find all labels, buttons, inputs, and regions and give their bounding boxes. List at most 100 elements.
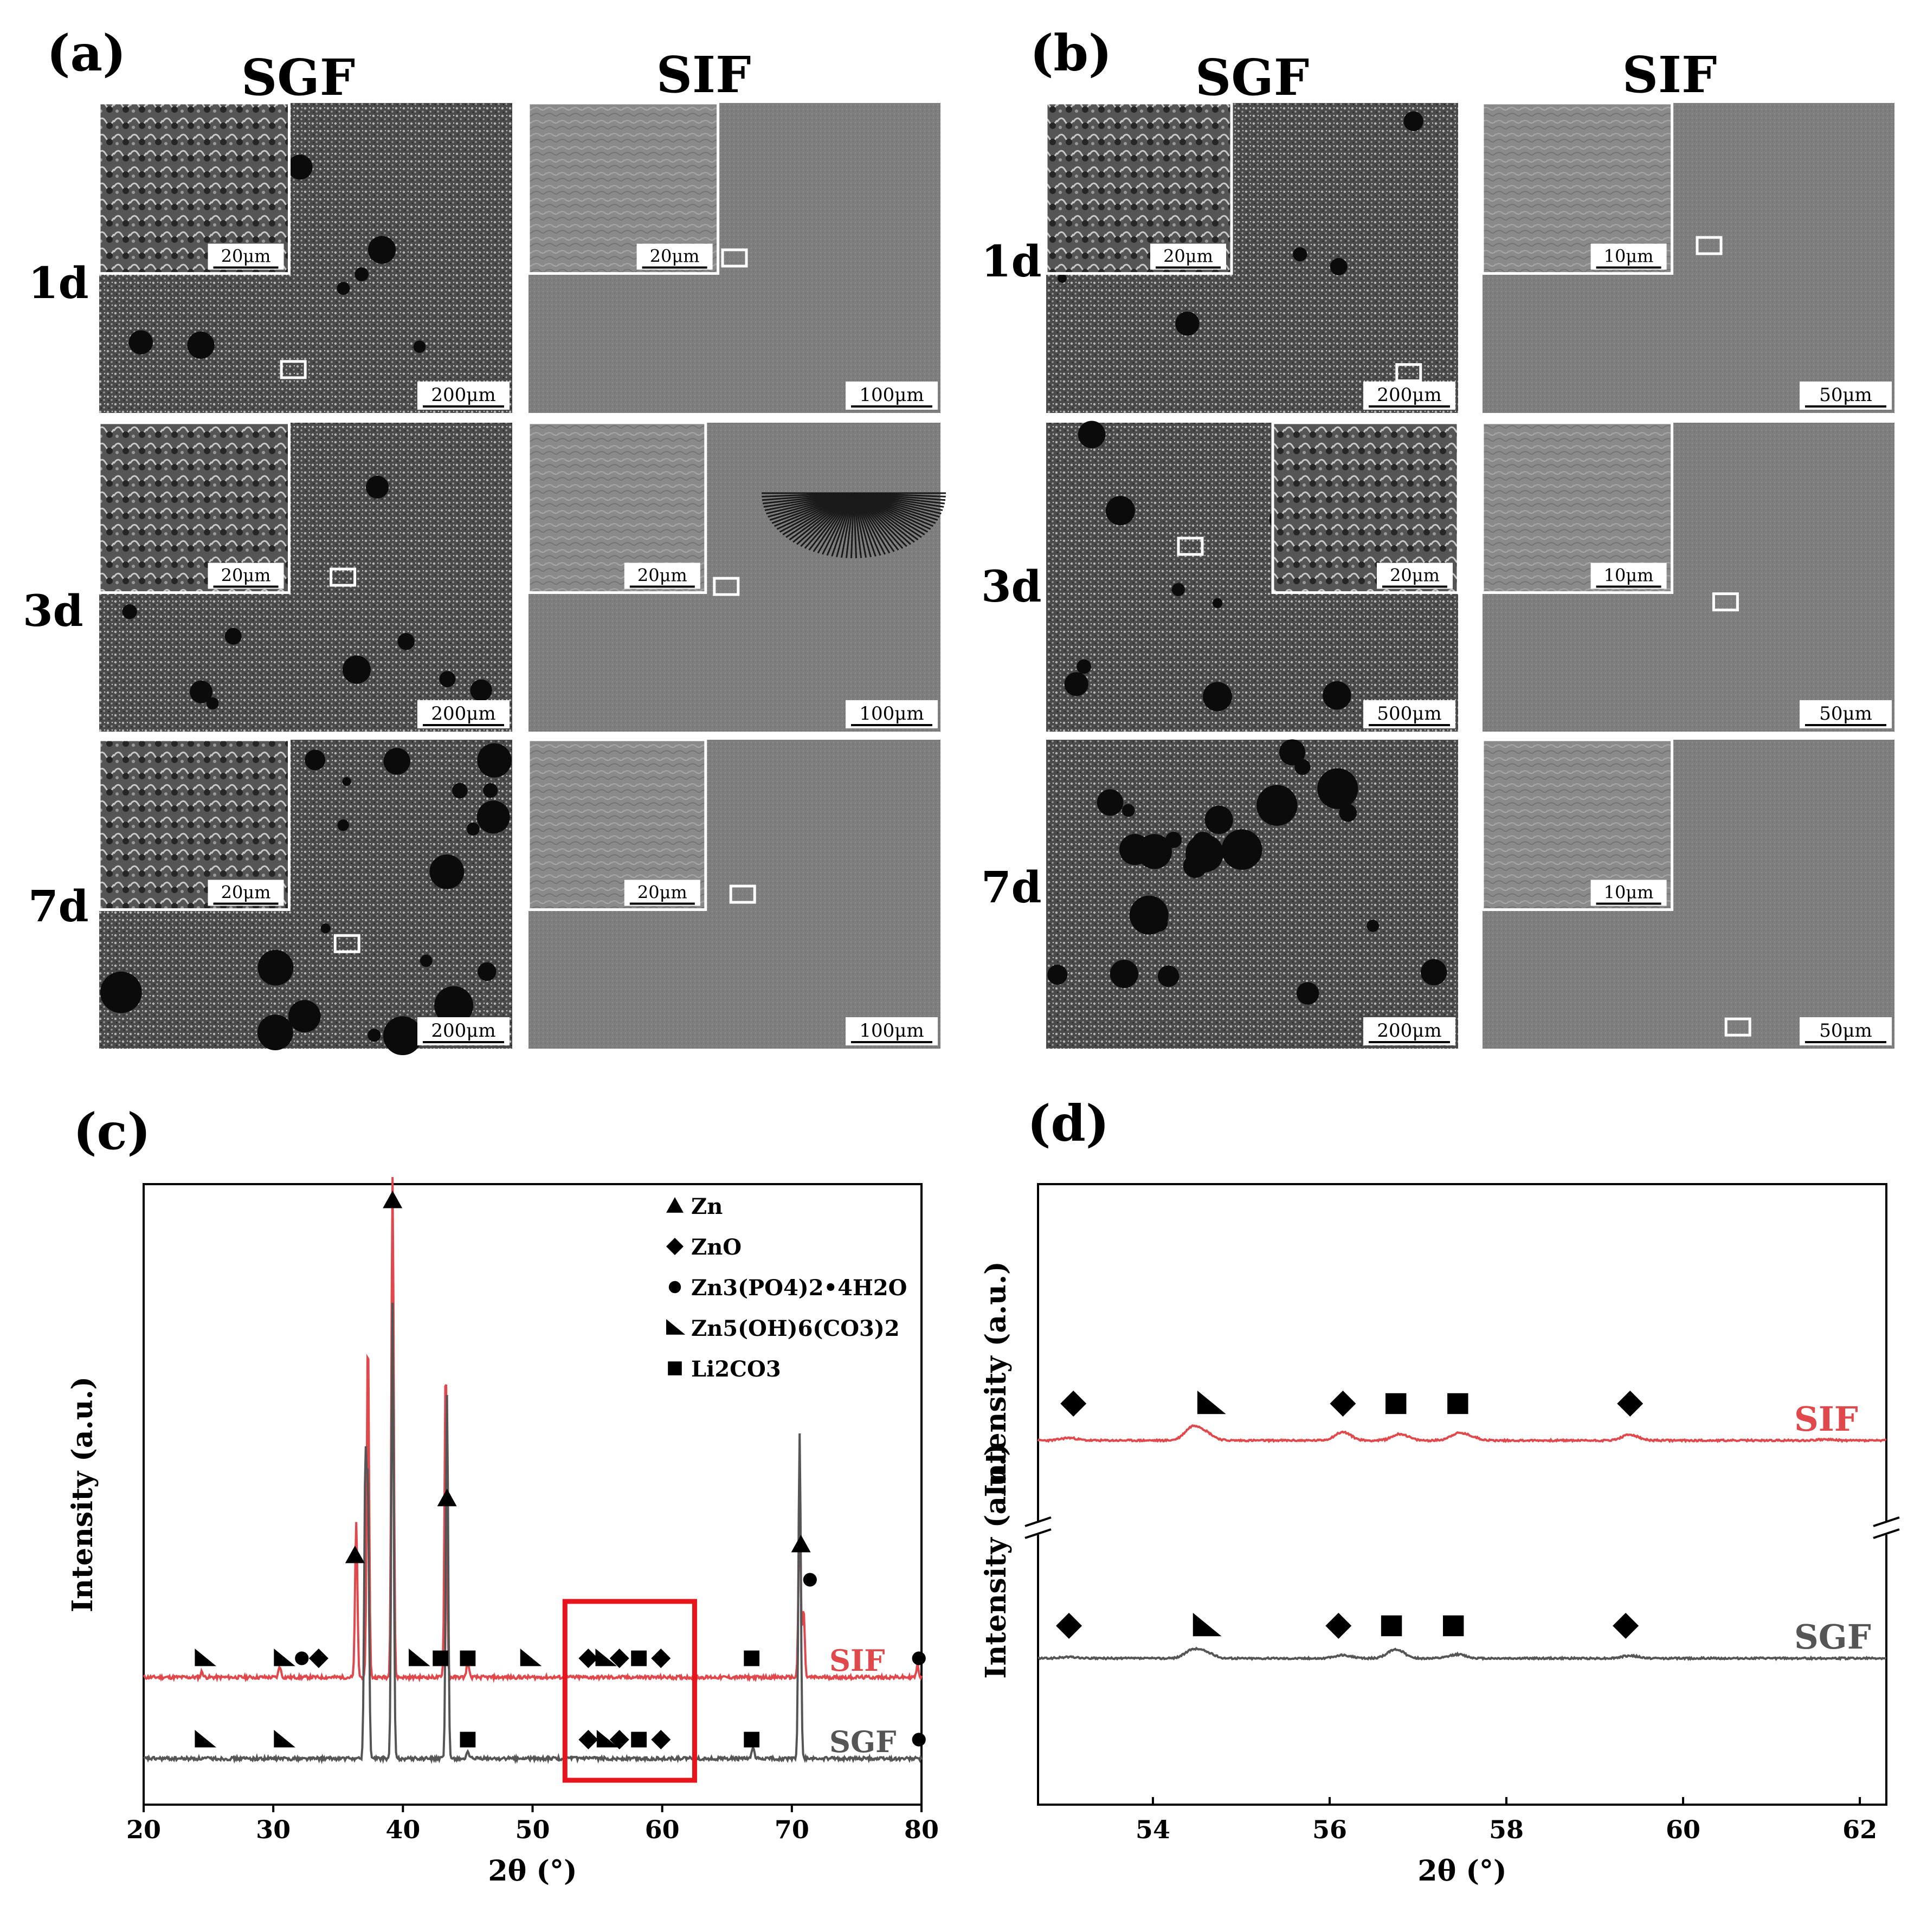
legend-label: Li2CO3 <box>691 1356 781 1382</box>
corrosion-pit <box>1330 258 1348 276</box>
triangle-marker <box>345 1546 365 1563</box>
sem-tile-a_sif-0: 20μm 100μm <box>527 101 940 413</box>
xrd-chart-d: 54 56 58 60 62 2θ (°) Intensity (a.u.)Intensit… <box>979 1183 1900 1888</box>
series-line-sif <box>143 1177 923 1683</box>
legend-square-marker <box>668 1361 682 1375</box>
square-marker <box>1385 1393 1407 1414</box>
sem-tile-b_sif-2: 10μm 50μm <box>1481 738 1894 1049</box>
zoom-region-box <box>280 360 307 379</box>
inset-scale-bar-bg <box>208 563 284 589</box>
half-triangle-marker <box>596 1730 618 1748</box>
diamond-marker <box>578 1730 598 1749</box>
legend-label: Zn5(OH)6(CO3)2 <box>691 1316 900 1341</box>
corrosion-pit <box>305 749 326 771</box>
corrosion-pit <box>224 628 242 645</box>
diamond-marker <box>1613 1613 1639 1639</box>
panel-label-a: (a) <box>47 24 126 82</box>
row-label-b-1d: 1d <box>981 236 1042 287</box>
zoom-region-box <box>729 884 756 904</box>
diamond-marker <box>651 1730 671 1749</box>
zoom-region-box <box>330 567 357 587</box>
square-marker <box>744 1650 760 1666</box>
row-label-b-7d: 7d <box>981 862 1042 913</box>
corrosion-pit <box>287 154 313 180</box>
corrosion-pit <box>1256 785 1298 826</box>
diamond-marker <box>609 1649 629 1668</box>
scale-bar-bg <box>846 700 938 728</box>
scale-bar-bg <box>1363 1017 1455 1045</box>
sem-tile-b_sgf-2: 200μm <box>1046 739 1458 1049</box>
axis-break-mark <box>1024 1528 1052 1539</box>
inset-scale-label: 20μm <box>221 882 271 903</box>
corrosion-pit <box>1296 982 1319 1005</box>
sem-tile-b_sif-0: 10μm 50μm <box>1481 101 1894 413</box>
panel-label-c: (c) <box>73 1102 151 1161</box>
circle-marker <box>912 1733 926 1747</box>
inset-scale-label: 20μm <box>650 246 700 267</box>
scale-bar-bg <box>1800 700 1892 728</box>
corrosion-pit <box>1157 965 1180 987</box>
series-label-sif: SIF <box>829 1643 885 1678</box>
corrosion-pit <box>368 236 396 264</box>
sem-tile-a_sgf-2: 20μm 200μm <box>98 738 512 1056</box>
diamond-marker <box>651 1649 671 1668</box>
crystal-streak <box>853 493 858 559</box>
zoom-region-box <box>1696 236 1723 255</box>
x-tick-label: 54 <box>1136 1815 1170 1844</box>
crystal-streak <box>850 493 855 559</box>
square-marker <box>460 1650 476 1666</box>
corrosion-pit <box>1058 274 1067 283</box>
series-line-sgf <box>143 1302 923 1765</box>
corrosion-pit <box>413 340 426 353</box>
panel-label-d: (d) <box>1027 1094 1109 1153</box>
scale-bar-label: 50μm <box>1819 384 1872 406</box>
x-tick-label: 80 <box>904 1815 939 1844</box>
corrosion-pit <box>1097 789 1124 816</box>
x-tick-label: 58 <box>1489 1815 1524 1844</box>
half-triangle-marker <box>274 1730 295 1748</box>
x-tick-label: 56 <box>1312 1815 1347 1844</box>
x-tick-label: 30 <box>256 1815 291 1844</box>
scale-bar-label: 100μm <box>859 1020 924 1042</box>
corrosion-pit <box>1202 682 1233 712</box>
col-header-b-sgf: SGF <box>1195 48 1309 107</box>
legend-label: Zn <box>691 1194 723 1219</box>
corrosion-pit <box>100 971 142 1013</box>
diamond-marker <box>1325 1613 1352 1639</box>
corrosion-pit <box>439 671 456 688</box>
axis-break-mark <box>1873 1528 1900 1539</box>
corrosion-pit <box>1221 829 1262 870</box>
corrosion-pit <box>355 267 369 281</box>
diamond-marker <box>1330 1391 1356 1417</box>
corrosion-pit <box>383 1016 422 1056</box>
scale-bar-bg <box>1363 700 1455 728</box>
diamond-marker <box>308 1649 328 1668</box>
row-label-b-3d: 3d <box>981 561 1042 612</box>
xrd-chart-c: 20 30 40 50 60 70 80 2θ (°) Intensity (a.u.) SIF S… <box>66 1177 939 1888</box>
zoom-region-box <box>713 577 740 596</box>
corrosion-pit <box>1077 659 1091 674</box>
corrosion-pit <box>1171 583 1185 597</box>
corrosion-pit <box>383 748 410 775</box>
y-axis-label: Intensity (a.u.) <box>66 1377 99 1612</box>
sem-tile-b_sgf-1: 20μm 500μm <box>1046 421 1460 732</box>
square-marker <box>631 1731 647 1748</box>
scale-bar-label: 200μm <box>1377 1020 1441 1042</box>
scale-bar-label: 200μm <box>1377 384 1441 406</box>
corrosion-pit <box>483 783 498 798</box>
scale-bar-label: 500μm <box>1377 703 1441 725</box>
x-tick-label: 70 <box>775 1815 809 1844</box>
scale-bar-label: 200μm <box>431 384 495 406</box>
zoom-highlight-box <box>562 1599 697 1783</box>
legend-diamond-marker <box>666 1238 684 1255</box>
corrosion-pit <box>470 679 492 702</box>
diamond-marker <box>1056 1613 1082 1639</box>
half-triangle-marker <box>595 1649 617 1666</box>
sem-tile-b_sif-1: 10μm 50μm <box>1481 421 1894 732</box>
x-tick-label: 60 <box>1666 1815 1700 1844</box>
half-triangle-marker <box>195 1730 217 1748</box>
corrosion-pit <box>1212 598 1223 609</box>
corrosion-pit <box>122 604 137 619</box>
inset-scale-label: 20μm <box>637 882 687 903</box>
